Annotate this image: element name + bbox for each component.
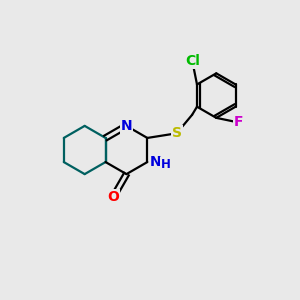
Text: F: F [234,116,243,130]
Text: O: O [107,190,119,204]
Text: S: S [172,126,182,140]
Text: N: N [150,155,161,169]
Text: Cl: Cl [185,54,200,68]
Text: N: N [121,119,132,133]
Text: H: H [160,158,170,171]
